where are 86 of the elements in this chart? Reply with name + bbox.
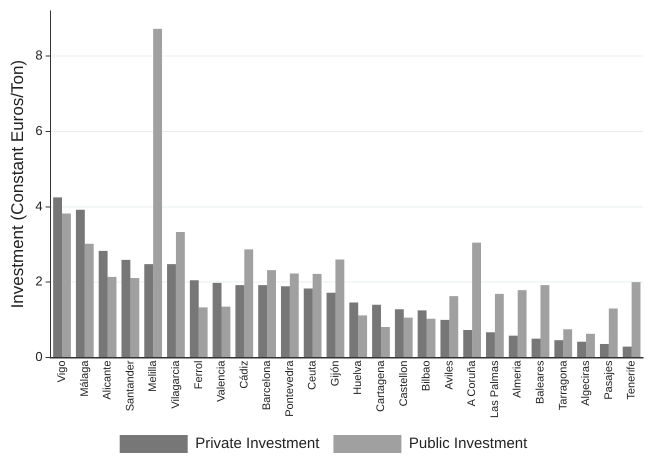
bar	[280, 286, 290, 358]
bar	[198, 307, 208, 358]
bar	[108, 276, 116, 358]
bar	[326, 292, 336, 358]
y-tick-label: 2	[35, 274, 43, 289]
bar	[130, 278, 140, 358]
x-tick-label: Vigo	[56, 360, 68, 382]
x-tick-label: Almeria	[512, 360, 524, 398]
bar	[632, 282, 640, 358]
x-tick-label: Las Palmas	[488, 360, 501, 418]
x-tick-label: Valencia	[216, 360, 228, 402]
bar	[586, 334, 595, 358]
bar	[532, 338, 540, 358]
bar	[144, 264, 154, 358]
bar	[258, 285, 268, 358]
legend-label: Public Investment	[408, 435, 528, 452]
bar	[98, 250, 108, 358]
bar	[518, 290, 527, 358]
bar	[540, 285, 550, 358]
bar	[426, 318, 436, 358]
bar	[358, 315, 368, 358]
bar	[563, 329, 572, 358]
x-tick-label: Santander	[124, 360, 136, 412]
bar	[222, 306, 230, 358]
bar	[153, 28, 162, 358]
bar	[76, 210, 85, 358]
x-tick-label: Baleares	[534, 360, 547, 404]
x-tick-label: Tarragona	[557, 360, 570, 410]
x-tick-label: Ceuta	[306, 360, 319, 390]
bar	[608, 308, 618, 358]
x-tick-label: Tenerife	[626, 360, 638, 400]
bar	[554, 340, 564, 358]
bar	[394, 309, 404, 358]
bar	[508, 336, 518, 358]
bar	[84, 244, 94, 358]
x-tick-label: Bilbao	[420, 360, 433, 392]
x-tick-label: A Coruña	[466, 360, 478, 406]
y-tick-label: 4	[35, 198, 43, 214]
bar	[449, 296, 458, 358]
bar	[335, 260, 344, 358]
bar	[463, 330, 472, 358]
bar	[372, 304, 381, 358]
bar	[312, 274, 322, 358]
bar	[244, 249, 254, 358]
x-tick-label: Ferrol	[192, 360, 205, 390]
x-tick-label: Cartagena	[375, 360, 388, 412]
bar	[176, 232, 185, 358]
x-tick-label: Cádiz	[238, 360, 250, 389]
bar	[212, 282, 222, 358]
legend-label: Private Investment	[195, 435, 320, 452]
bar	[486, 332, 495, 358]
bar	[404, 318, 413, 358]
bar	[304, 288, 313, 358]
x-tick-label: Castellon	[398, 360, 410, 406]
y-axis-title: Investment (Constant Euros/Ton)	[8, 60, 27, 308]
bar	[290, 273, 299, 358]
bar	[622, 346, 632, 358]
x-tick-label: Vilagarcia	[170, 360, 182, 409]
bar	[380, 327, 390, 358]
bar	[600, 344, 609, 358]
x-tick-label: Gijón	[329, 360, 342, 386]
x-tick-label: Málaga	[78, 360, 91, 397]
x-tick-label: Alicante	[102, 360, 114, 400]
y-tick-label: 8	[35, 48, 43, 63]
y-tick-label: 6	[35, 122, 43, 138]
bar	[190, 280, 199, 358]
bar	[267, 270, 276, 358]
bar	[472, 242, 482, 358]
x-tick-label: Melilla	[147, 360, 160, 392]
x-tick-label: Algeciras	[580, 360, 592, 406]
bar	[235, 285, 244, 358]
bar	[53, 197, 62, 358]
x-tick-label: Huelva	[352, 360, 364, 395]
bar	[349, 302, 358, 358]
bar	[418, 310, 427, 358]
bar	[577, 342, 586, 358]
x-tick-label: Aviles	[443, 360, 456, 390]
bar	[440, 320, 450, 358]
x-tick-label: Pontevedra	[284, 360, 296, 417]
bar	[167, 264, 176, 358]
bar	[121, 260, 130, 358]
x-tick-label: Barcelona	[261, 360, 274, 410]
bar	[494, 294, 504, 358]
y-tick-label: 0	[35, 349, 43, 364]
bar	[62, 214, 71, 358]
x-tick-label: Pasajes	[602, 360, 615, 400]
